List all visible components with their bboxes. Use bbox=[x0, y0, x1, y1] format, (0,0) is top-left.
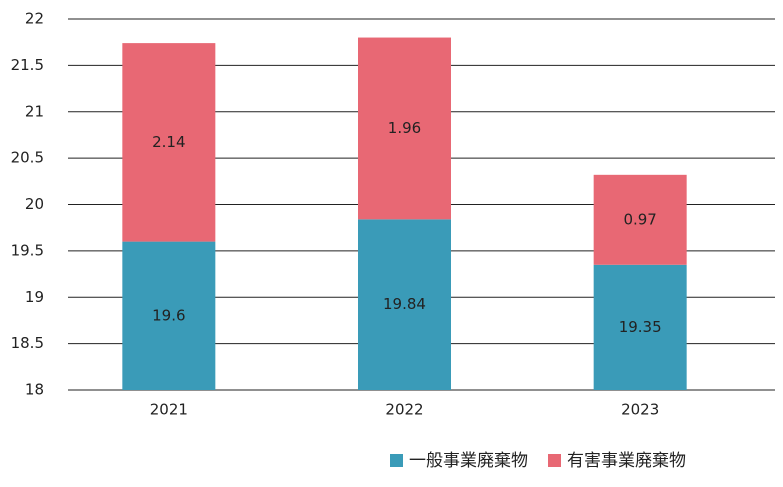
data-label: 19.84 bbox=[383, 295, 426, 313]
bar-segment bbox=[593, 264, 687, 390]
y-tick-label: 19.5 bbox=[11, 241, 44, 259]
y-tick-label: 20 bbox=[25, 195, 44, 213]
y-tick-label: 20.5 bbox=[11, 149, 44, 167]
y-tick-label: 19 bbox=[25, 288, 44, 306]
legend-swatch bbox=[548, 454, 561, 467]
bar-segment bbox=[593, 174, 687, 265]
bar-segment bbox=[358, 219, 451, 390]
data-label: 19.35 bbox=[619, 318, 662, 336]
y-tick-label: 22 bbox=[25, 10, 44, 28]
x-tick-label: 2023 bbox=[621, 401, 659, 419]
y-tick-label: 21.5 bbox=[11, 56, 44, 74]
x-tick-label: 2022 bbox=[385, 401, 423, 419]
x-tick-label: 2021 bbox=[150, 401, 188, 419]
data-label: 0.97 bbox=[623, 210, 656, 228]
y-tick-label: 18 bbox=[25, 381, 44, 399]
data-label: 2.14 bbox=[152, 133, 185, 151]
y-tick-label: 18.5 bbox=[11, 334, 44, 352]
bar-segment bbox=[122, 241, 216, 390]
legend-label: 一般事業廃棄物 bbox=[409, 451, 528, 471]
data-label: 1.96 bbox=[388, 119, 421, 137]
legend-label: 有害事業廃棄物 bbox=[567, 451, 686, 471]
bar-segment bbox=[358, 37, 451, 220]
data-label: 19.6 bbox=[152, 306, 185, 324]
bar-segment bbox=[122, 43, 216, 242]
y-tick-label: 21 bbox=[25, 102, 44, 120]
legend-swatch bbox=[390, 454, 403, 467]
